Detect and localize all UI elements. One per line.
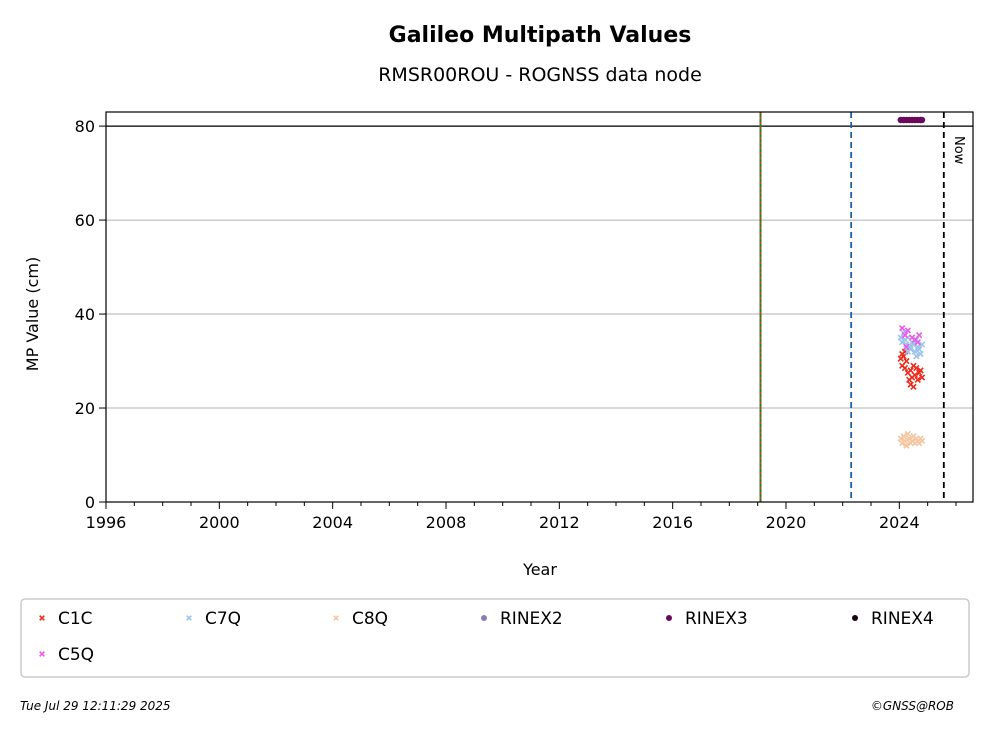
x-tick-label: 2024 (879, 513, 920, 532)
x-tick-label: 2000 (199, 513, 240, 532)
y-tick-label: 0 (85, 493, 95, 512)
data-point (911, 348, 919, 355)
legend-marker (852, 615, 858, 621)
data-point (916, 346, 923, 353)
data-point (907, 367, 914, 374)
data-point (918, 374, 926, 381)
y-tick-label: 80 (75, 117, 95, 136)
y-tick-label: 60 (75, 211, 95, 230)
data-point (901, 437, 909, 445)
plot-frame (105, 111, 974, 503)
legend-label: C1C (58, 609, 93, 629)
legend-label: C5Q (58, 645, 94, 665)
data-point (910, 383, 917, 391)
legend-label: C7Q (205, 609, 241, 629)
data-point (911, 371, 919, 379)
data-point (918, 341, 926, 348)
data-point (910, 341, 917, 348)
legend-label: RINEX2 (500, 609, 563, 629)
footer-timestamp: Tue Jul 29 12:11:29 2025 (20, 699, 171, 713)
data-point (913, 364, 920, 372)
chart-title: Galileo Multipath Values (389, 23, 692, 48)
data-point (914, 376, 921, 383)
y-tick-label: 40 (75, 305, 95, 324)
reference-lines: Now (759, 112, 966, 502)
legend-label: RINEX3 (685, 609, 748, 629)
legend-marker (186, 615, 192, 621)
x-tick-label: 2012 (539, 513, 580, 532)
y-tick-label: 20 (75, 399, 95, 418)
x-tick-label: 1996 (86, 513, 127, 532)
data-point (904, 327, 911, 334)
y-axis-ticks: 0 20 40 60 80 (75, 117, 106, 512)
legend-marker (666, 615, 672, 621)
data-point (901, 332, 909, 339)
data-point (899, 350, 906, 358)
legend-label: RINEX4 (871, 609, 934, 629)
legend-label: C8Q (352, 609, 388, 629)
data-point (903, 442, 910, 449)
data-point (918, 437, 926, 445)
x-axis-ticks: 1996 2000 2004 2008 2012 2016 2020 2024 (86, 502, 957, 532)
data-point (903, 357, 910, 365)
y-axis-label: MP Value (cm) (23, 257, 42, 371)
data-point (899, 324, 906, 332)
footer-copyright: ©GNSS@ROB (871, 699, 954, 713)
data-points (897, 116, 926, 449)
data-point (904, 430, 911, 438)
x-tick-label: 2008 (426, 513, 467, 532)
data-point (913, 353, 920, 360)
legend-marker (333, 615, 339, 621)
x-tick-label: 2016 (652, 513, 693, 532)
legend-marker (39, 651, 45, 657)
legend: C1C C7Q C8Q RINEX2 RINEX3 RINEX4 C5Q (20, 598, 970, 678)
legend-marker (39, 615, 45, 621)
data-point (897, 334, 904, 341)
data-point (917, 367, 924, 374)
legend-marker (481, 615, 487, 621)
x-axis-label: Year (522, 560, 557, 579)
now-label: Now (951, 136, 966, 165)
data-point (901, 364, 909, 372)
data-point (904, 348, 911, 355)
x-tick-label: 2020 (766, 513, 807, 532)
legend-items: C1C C7Q C8Q RINEX2 RINEX3 RINEX4 C5Q (39, 609, 934, 665)
data-point (916, 332, 923, 339)
chart-subtitle: RMSR00ROU - ROGNSS data node (378, 64, 702, 86)
grid-lines (106, 125, 973, 409)
x-tick-label: 2004 (312, 513, 353, 532)
data-point (918, 116, 926, 124)
legend-box (20, 598, 970, 678)
data-point (914, 339, 921, 346)
data-point (903, 343, 910, 351)
data-point (900, 433, 907, 440)
data-point (917, 350, 924, 358)
